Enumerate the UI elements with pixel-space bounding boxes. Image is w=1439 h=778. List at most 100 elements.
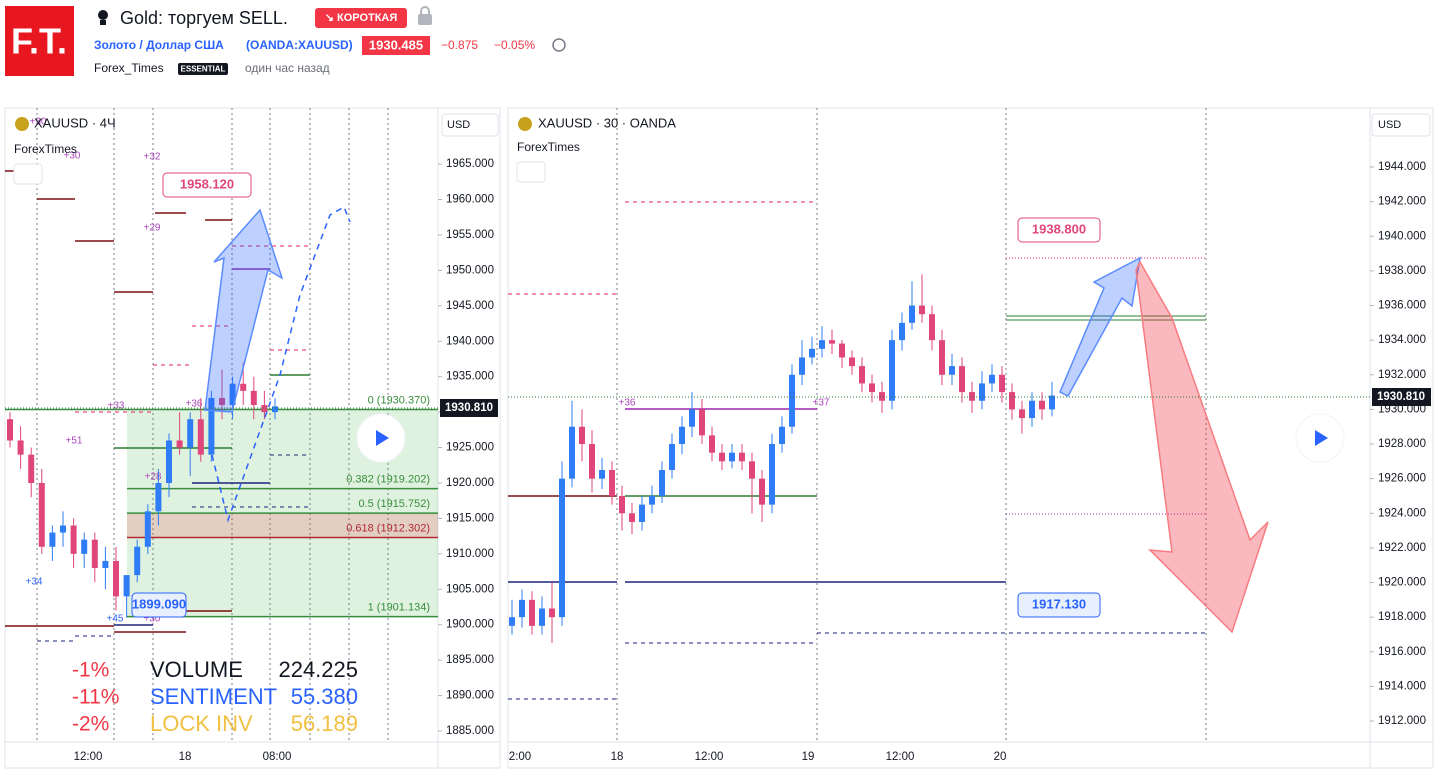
y-tick-label: 1926.000 — [1378, 473, 1426, 485]
y-tick-label: 1936.000 — [1378, 300, 1426, 312]
y-tick-label: 1905.000 — [446, 583, 494, 595]
candle-body — [529, 599, 535, 626]
level-annotation: +45 — [107, 614, 124, 625]
lock-icon — [418, 14, 432, 25]
indicator-name: ForexTimes — [14, 142, 77, 156]
y-tick-label: 1918.000 — [1378, 611, 1426, 623]
level-annotation: +51 — [66, 436, 83, 447]
y-tick-label: 1938.000 — [1378, 265, 1426, 277]
stat-value: 55.380 — [291, 684, 358, 709]
candle-body — [759, 478, 765, 505]
candle-body — [749, 461, 755, 479]
y-tick-label: 1935.000 — [446, 371, 494, 383]
level-annotation: +30 — [64, 151, 81, 162]
stat-name: LOCK INV — [150, 711, 253, 736]
candle-body — [28, 454, 35, 483]
short-badge — [315, 8, 407, 28]
alarm-icon[interactable] — [552, 38, 566, 52]
price-callout-text: 1958.120 — [180, 176, 234, 191]
candle-body — [939, 340, 945, 375]
level-annotation: +30 — [30, 117, 47, 128]
y-tick-label: 1940.000 — [1378, 230, 1426, 242]
x-tick-label: 12:00 — [695, 751, 724, 763]
logo-box — [5, 6, 74, 76]
candle-body — [639, 504, 645, 522]
y-tick-label: 1944.000 — [1378, 161, 1426, 173]
candle-body — [17, 440, 24, 455]
logo: F.T. — [11, 21, 67, 62]
candle-body — [929, 314, 935, 341]
candle-body — [949, 366, 955, 375]
y-tick-label: 1910.000 — [446, 548, 494, 560]
currency-box — [441, 113, 499, 137]
candle-body — [629, 513, 635, 522]
y-tick-label: 1920.000 — [1378, 577, 1426, 589]
idea-arrow — [204, 208, 284, 413]
candle-body — [519, 599, 525, 618]
candle-body — [879, 392, 885, 401]
x-tick-label: 19 — [802, 751, 815, 763]
level-annotation: +37 — [813, 398, 830, 409]
candle-body — [819, 340, 825, 349]
x-tick-label: 18 — [179, 751, 192, 763]
change: −0.875 — [441, 38, 478, 52]
fib-label: 1 (1901.134) — [368, 602, 430, 614]
candle-body — [539, 608, 545, 626]
short-badge-text: ↘ КОРОТКАЯ — [325, 12, 398, 24]
y-tick-label: 1925.000 — [446, 442, 494, 454]
candle-body — [102, 560, 109, 569]
currency: USD — [447, 119, 470, 131]
y-tick-label: 1915.000 — [446, 512, 494, 524]
candle-body — [155, 482, 162, 512]
collapse-button[interactable] — [516, 161, 546, 183]
candle-body — [91, 539, 98, 569]
fib-label: 0.382 (1919.202) — [346, 474, 430, 486]
candle-body — [7, 419, 13, 441]
right-panel — [507, 107, 1434, 769]
price-callout — [162, 172, 252, 198]
x-tick-label: 18 — [611, 751, 624, 763]
candle-body — [919, 305, 925, 315]
candle-body — [187, 419, 194, 448]
symbol-link[interactable]: Золото / Доллар США — [94, 38, 224, 52]
candle-body — [769, 444, 775, 505]
y-tick-label: 1955.000 — [446, 229, 494, 241]
level-annotation: +34 — [26, 577, 43, 588]
level-annotation: +33 — [108, 401, 125, 412]
candle-body — [809, 348, 815, 358]
candle-body — [719, 452, 725, 462]
candle-body — [599, 470, 605, 479]
candle-body — [839, 343, 845, 358]
stat-name: VOLUME — [150, 657, 243, 682]
y-tick-label: 1930.000 — [1378, 403, 1426, 415]
price-callout-text: 1899.090 — [132, 596, 186, 611]
author-badge: ESSENTIAL — [181, 65, 226, 74]
candle-body — [849, 357, 855, 367]
candle-body — [779, 426, 785, 445]
level-annotation: +30 — [144, 614, 161, 625]
exchange-link[interactable]: (OANDA:XAUUSD) — [246, 38, 353, 52]
y-tick-label: 1945.000 — [446, 300, 494, 312]
stat-pct: -2% — [72, 713, 109, 736]
candle-body — [619, 495, 625, 514]
stat-pct: -1% — [72, 659, 109, 682]
candle-body — [81, 539, 88, 554]
currency: USD — [1378, 119, 1401, 131]
author[interactable]: Forex_Times — [94, 61, 164, 75]
candle-body — [60, 525, 66, 533]
fib-label: 0.618 (1912.302) — [346, 522, 430, 534]
time-ago: один час назад — [245, 61, 330, 75]
y-tick-label: 1890.000 — [446, 690, 494, 702]
candle-body — [1049, 395, 1055, 410]
idea-arrow — [1059, 256, 1141, 397]
candle-body — [144, 511, 151, 547]
level-annotation: +36 — [186, 399, 203, 410]
candle-body — [197, 419, 204, 455]
collapse-button[interactable] — [13, 163, 43, 185]
candle-body — [669, 444, 675, 471]
y-tick-label: 1932.000 — [1378, 369, 1426, 381]
candle-body — [739, 452, 745, 462]
fib-label: 0.5 (1915.752) — [358, 498, 430, 510]
idea-icon — [98, 10, 108, 20]
